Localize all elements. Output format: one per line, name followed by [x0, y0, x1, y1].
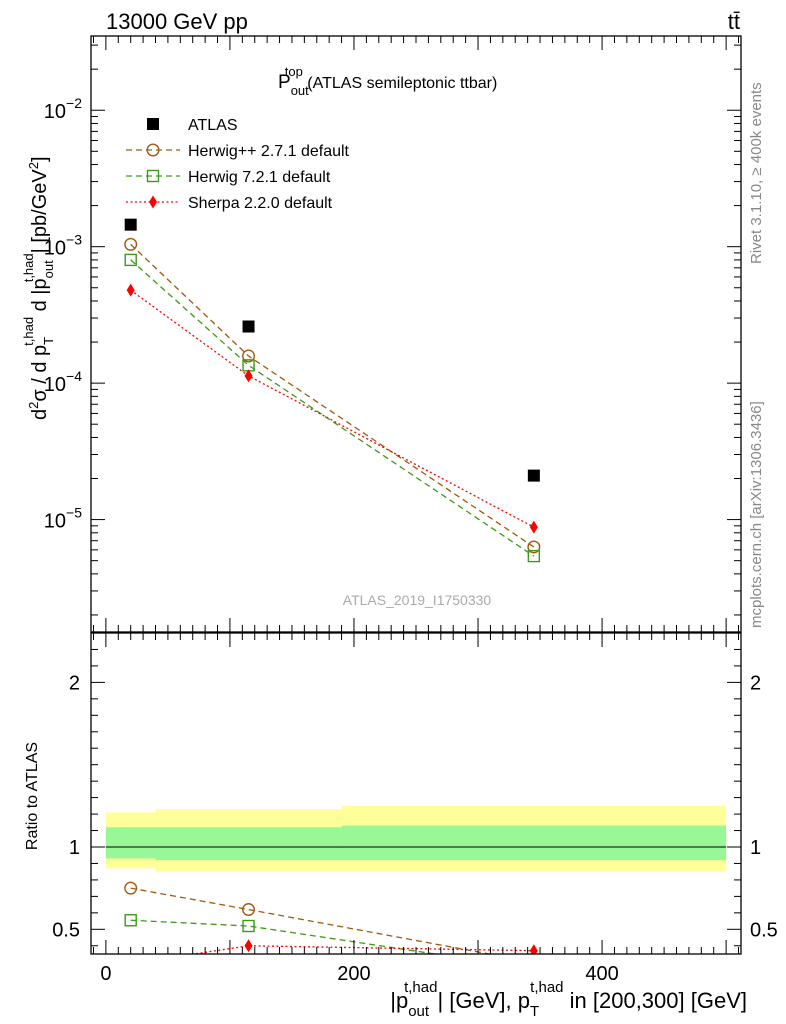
main-y-tick-label: 10−4	[44, 368, 82, 396]
ratio-data-point	[244, 939, 253, 953]
ratio-series-line-0	[130, 887, 493, 954]
ratio-y-tick-label-right: 1	[750, 837, 761, 859]
ratio-series-line-2	[189, 945, 534, 954]
stat-uncertainty-band	[155, 827, 342, 861]
ratio-y-axis-label: Ratio to ATLAS	[24, 742, 41, 850]
main-y-tick-label: 10−3	[44, 232, 82, 260]
y-tick-exponent: −3	[66, 232, 82, 248]
legend-marker	[149, 195, 157, 209]
x-tick-label: 0	[100, 963, 111, 985]
main-series-line-2	[130, 259, 535, 557]
rivet-version-label: Rivet 3.1.10, ≥ 400k events	[748, 82, 765, 264]
ratio-data-point	[242, 919, 255, 933]
ratio-y-tick-label: 0.5	[52, 919, 80, 941]
ratio-data-point	[529, 944, 538, 954]
main-y-axis-label: d2σ / d pTt,had d |poutt,had| [pb/GeV2]	[21, 156, 56, 420]
ratio-series-line-1	[130, 919, 440, 954]
main-y-tick-label: 10−2	[44, 95, 82, 123]
legend-marker	[146, 143, 160, 157]
main-data-point	[529, 520, 538, 534]
ratio-panel: 0.5 0.5 1 1 2 2 0 200 400 Ratio to ATLAS	[24, 632, 778, 985]
main-series-line-3	[130, 289, 535, 528]
legend-label: Herwig 7.2.1 default	[188, 169, 331, 186]
ratio-y-tick-label: 1	[69, 837, 80, 859]
legend-marker	[147, 118, 159, 130]
header-energy-label: 13000 GeV pp	[106, 9, 248, 34]
main-plot-title: Pout top (ATLAS semileptonic ttbar)	[278, 64, 497, 98]
title-rest: (ATLAS semileptonic ttbar)	[303, 75, 497, 92]
x-axis-label: |poutt,had| [GeV], pTt,had in [200,300] …	[390, 979, 747, 1020]
ratio-data-point	[124, 914, 137, 927]
ratio-panel-frame	[90, 632, 742, 955]
main-data-point	[242, 320, 255, 333]
header-process-label: tt̄	[728, 9, 740, 34]
title-sup: top	[285, 64, 303, 79]
main-data-point	[244, 369, 253, 383]
ratio-data-point	[242, 903, 256, 917]
main-data-point	[242, 349, 256, 363]
main-data-point	[124, 253, 137, 267]
x-tick-label: 400	[585, 963, 618, 985]
title-main: P	[278, 72, 291, 93]
stat-uncertainty-band	[105, 827, 156, 859]
y-tick-mantissa: 10	[44, 238, 66, 260]
main-y-tick-label: 10−5	[44, 505, 82, 533]
title-sub: out	[291, 83, 309, 98]
main-data-point	[527, 540, 541, 554]
legend: ATLAS Herwig++ 2.7.1 default Herwig 7.2.1 …	[126, 117, 350, 212]
y-tick-exponent: −4	[66, 368, 82, 384]
main-data-point	[126, 283, 135, 297]
legend-label: ATLAS	[188, 117, 238, 134]
y-tick-mantissa: 10	[44, 101, 66, 123]
ratio-data-point	[124, 881, 138, 895]
legend-label: Herwig++ 2.7.1 default	[188, 143, 350, 160]
analysis-watermark: ATLAS_2019_I1750330	[343, 592, 492, 608]
y-tick-exponent: −5	[66, 505, 82, 521]
y-tick-exponent: −2	[66, 95, 82, 111]
stat-uncertainty-band	[341, 825, 727, 861]
y-tick-mantissa: 10	[44, 374, 66, 396]
ratio-data-point	[27, 972, 35, 985]
main-data-point	[124, 218, 137, 231]
legend-label: Sherpa 2.2.0 default	[188, 195, 333, 212]
legend-marker	[146, 169, 160, 183]
main-data-point	[124, 237, 138, 251]
ratio-data-point	[528, 963, 539, 974]
y-tick-mantissa: 10	[44, 511, 66, 533]
x-tick-label: 200	[337, 963, 370, 985]
ratio-y-tick-label: 2	[69, 672, 80, 694]
main-panel: 10−210−310−410−5 Pouttop (ATLAS semilept…	[21, 35, 742, 633]
mcplots-reference-label: mcplots.cern.ch [arXiv:1306.3436]	[748, 401, 765, 628]
ratio-data-point	[528, 956, 540, 968]
main-data-point	[527, 549, 541, 563]
ratio-y-tick-label-right: 2	[750, 672, 761, 694]
main-series-line-1	[130, 243, 535, 548]
ratio-y-tick-label-right: 0.5	[750, 919, 778, 941]
main-data-point	[527, 469, 540, 482]
